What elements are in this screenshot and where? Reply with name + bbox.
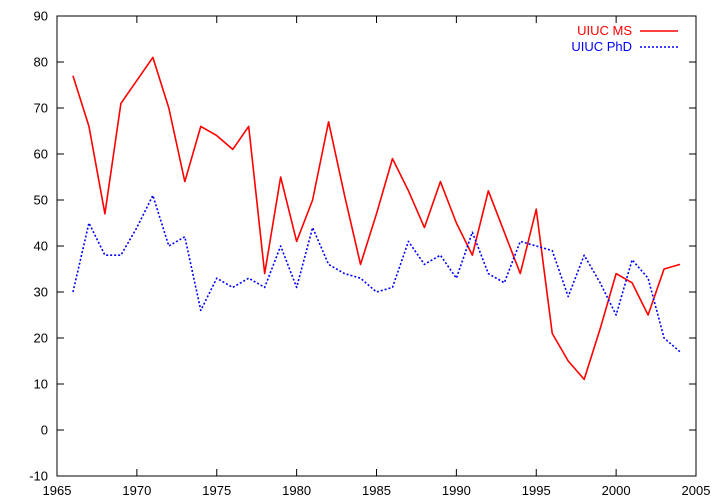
- y-tick-label: 80: [34, 55, 48, 70]
- y-tick-label: 90: [34, 9, 48, 24]
- x-tick-label: 2005: [682, 483, 711, 498]
- y-tick-label: 10: [34, 377, 48, 392]
- plot-frame: [56, 15, 697, 477]
- y-tick-label: 50: [34, 193, 48, 208]
- y-tick-label: 30: [34, 285, 48, 300]
- y-tick-label: 0: [41, 423, 48, 438]
- x-tick-label: 2000: [602, 483, 631, 498]
- x-tick-label: 1995: [522, 483, 551, 498]
- axes: -10 0 10 20 30 40 50 60 70 80 90 1965 1970 1975 1980 19…: [29, 9, 710, 499]
- x-tick-label: 1990: [442, 483, 471, 498]
- y-tick-label: 20: [34, 331, 48, 346]
- x-tick-label: 1985: [362, 483, 391, 498]
- y-tick-label: 60: [34, 147, 48, 162]
- x-tick-label: 1965: [43, 483, 72, 498]
- x-tick-label: 1970: [122, 483, 151, 498]
- series-line-uiuc-ms: [72, 56, 681, 381]
- legend: UIUC MS UIUC PhD: [571, 23, 678, 54]
- y-tick-label: 70: [34, 101, 48, 116]
- series-layer: [72, 56, 681, 381]
- legend-label-phd: UIUC PhD: [571, 39, 632, 54]
- y-tick-label: -10: [29, 469, 48, 484]
- x-tick-label: 1980: [282, 483, 311, 498]
- legend-label-ms: UIUC MS: [577, 23, 632, 38]
- series-line-uiuc-phd: [72, 194, 681, 353]
- y-tick-label: 40: [34, 239, 48, 254]
- x-tick-label: 1975: [202, 483, 231, 498]
